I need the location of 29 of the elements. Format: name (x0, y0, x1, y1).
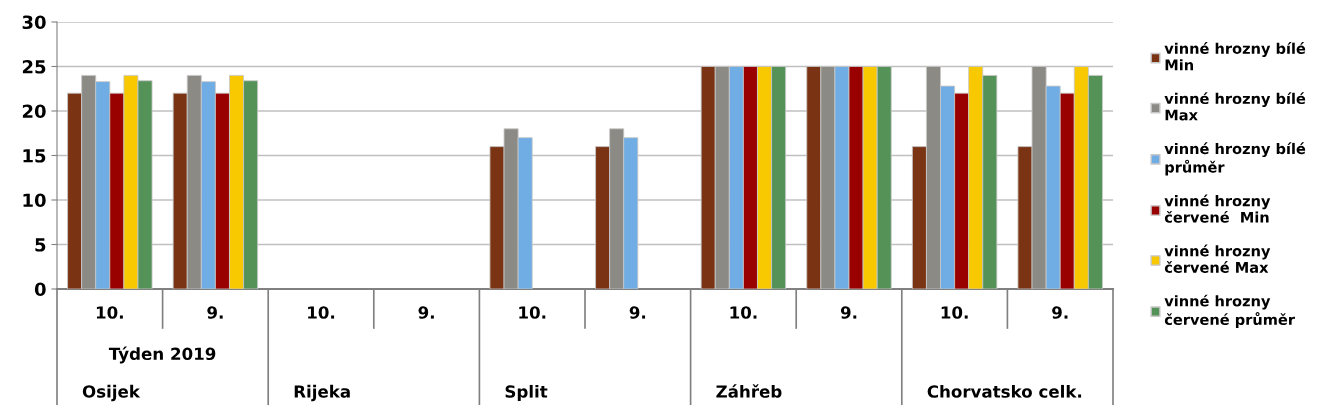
text: Záhřeb (716, 384, 782, 398)
x-tick-label: 9. (840, 306, 857, 319)
x-tick-label: 10. (308, 306, 335, 319)
x-tick-label: 9. (1052, 306, 1068, 319)
x-tick-label: 10. (96, 306, 123, 319)
legend-label: vinné hrozny červené průměr (1164, 294, 1295, 328)
legend-label: vinné hrozny červené Min (1164, 194, 1271, 223)
legend-label: vinné hrozny červené Max (1164, 244, 1271, 273)
x-tick-label: 10. (941, 306, 968, 319)
text: Týden 2019 (108, 346, 216, 364)
legend-label: vinné hrozny bílé Max (1164, 92, 1306, 121)
text: Osijek (82, 384, 141, 402)
x-tick-label: 9. (629, 306, 646, 319)
x-tick-label: 10. (730, 306, 757, 319)
y-tick-label: 10 (23, 193, 46, 208)
y-tick-label: 5 (35, 238, 46, 252)
y-tick-label: 30 (22, 15, 46, 30)
text: Split (505, 384, 548, 402)
legend-label: vinné hrozny bílé Min (1164, 42, 1306, 71)
y-tick-label: 15 (23, 149, 46, 163)
y-tick-label: 20 (22, 104, 46, 119)
x-tick-label: 9. (418, 306, 434, 319)
y-tick-label: 0 (34, 282, 46, 297)
legend-label: vinné hrozny bílé průměr (1164, 142, 1306, 176)
x-tick-label: 9. (207, 306, 223, 319)
x-tick-label: 10. (519, 306, 546, 319)
text: Chorvatsko celk. (927, 384, 1082, 398)
text: Rijeka (294, 384, 350, 402)
y-tick-label: 25 (22, 59, 46, 74)
